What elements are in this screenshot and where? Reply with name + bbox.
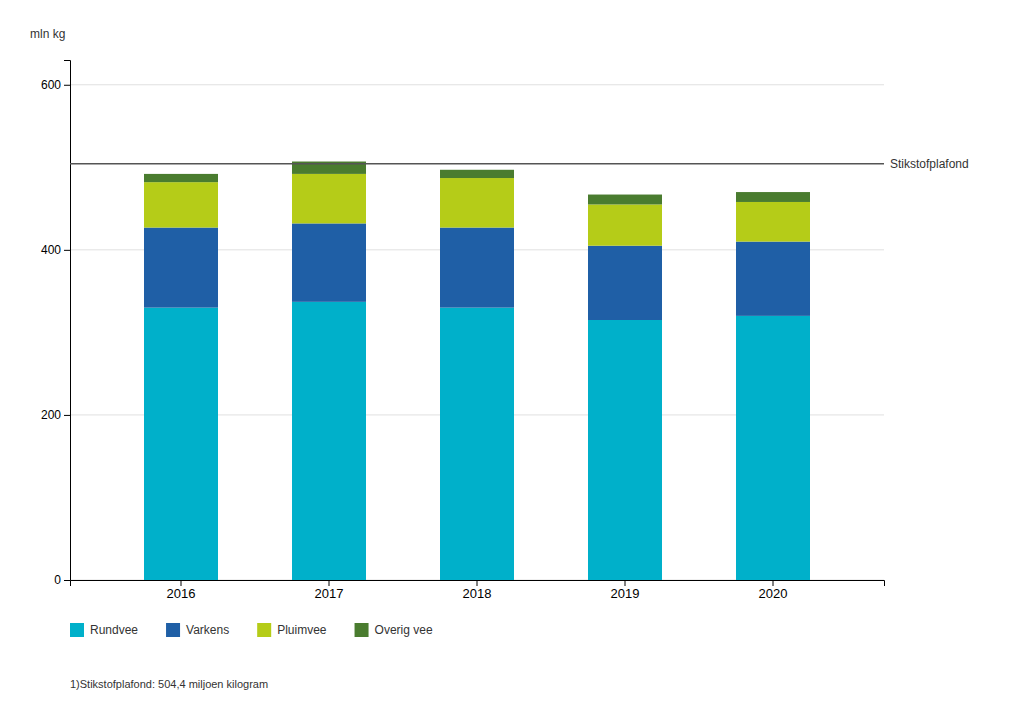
legend-label: Varkens [186, 623, 229, 637]
legend-item: Pluimvee [257, 623, 327, 637]
bar [588, 195, 662, 205]
bar [292, 174, 366, 224]
tick-label: 200 [41, 408, 61, 422]
tick: 0 [54, 573, 70, 587]
y-axis: 0 200 400 600 [41, 61, 71, 588]
bar [292, 302, 366, 580]
legend-item: Rundvee [70, 623, 138, 637]
series [144, 174, 810, 246]
bar [588, 320, 662, 580]
axis-line [71, 581, 885, 587]
tick: 2019 [611, 580, 640, 601]
legend-swatch [355, 623, 369, 637]
bar [736, 316, 810, 580]
bar [292, 223, 366, 301]
bar [736, 202, 810, 242]
tick-mark [64, 580, 70, 581]
series [144, 162, 810, 205]
bar [736, 242, 810, 316]
legend: Rundvee Varkens Pluimvee Overig vee [70, 623, 433, 637]
tick-label: 2017 [315, 586, 344, 601]
axis-title: mln kg [30, 27, 65, 41]
bar [440, 178, 514, 228]
tick-mark [64, 85, 70, 86]
tick-label: 400 [41, 243, 61, 257]
tick-label: 0 [54, 573, 61, 587]
legend-label: Overig vee [375, 623, 433, 637]
tick-mark [64, 415, 70, 416]
tick-label: 600 [41, 78, 61, 92]
tick-label: 2020 [759, 586, 788, 601]
tick: 200 [41, 408, 70, 422]
bar [144, 228, 218, 308]
tick-mark [477, 580, 478, 586]
grid [70, 85, 884, 580]
series [144, 302, 810, 580]
tick-mark [625, 580, 626, 586]
annotation: Stikstofplafond [890, 157, 969, 171]
marks [70, 162, 884, 580]
x-axis: 2016 2017 2018 2019 2020 [71, 580, 885, 601]
tick-label: 2018 [463, 586, 492, 601]
legend-swatch [70, 623, 84, 637]
bar [440, 308, 514, 580]
reference-line [70, 163, 884, 165]
tick-mark [773, 580, 774, 586]
tick: 2017 [315, 580, 344, 601]
legend-item: Varkens [166, 623, 229, 637]
chart: 0 200 400 600 2016 2017 2018 2019 2020 Stikstofpl… [0, 0, 1024, 710]
plot: 0 200 400 600 2016 2017 2018 2019 2020 Stikstofpl… [41, 61, 969, 602]
legend-item: Overig vee [355, 623, 433, 637]
bar [588, 246, 662, 320]
tick: 2020 [759, 580, 788, 601]
bar [144, 174, 218, 182]
legend-label: Rundvee [90, 623, 138, 637]
tick: 2018 [463, 580, 492, 601]
bar [588, 204, 662, 245]
tick-mark [329, 580, 330, 586]
tick-label: 2019 [611, 586, 640, 601]
tick: 2016 [167, 580, 196, 601]
legend-label: Pluimvee [277, 623, 327, 637]
tick-mark [181, 580, 182, 586]
bar [440, 228, 514, 308]
series [144, 223, 810, 320]
bar [144, 182, 218, 227]
tick: 400 [41, 243, 70, 257]
bar [736, 192, 810, 202]
tick: 600 [41, 78, 70, 92]
footnote: 1)Stikstofplafond: 504,4 miljoen kilogra… [70, 678, 268, 690]
axis-line [64, 61, 71, 581]
bar [440, 170, 514, 178]
legend-swatch [257, 623, 271, 637]
tick-mark [64, 250, 70, 251]
tick-label: 2016 [167, 586, 196, 601]
grid-line [70, 84, 884, 85]
bar [144, 308, 218, 580]
legend-swatch [166, 623, 180, 637]
